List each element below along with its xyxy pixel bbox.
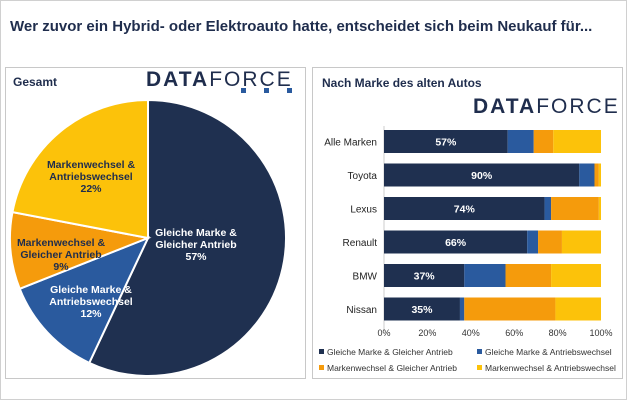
dataforce-logo: DATAFORCE [146, 68, 293, 93]
bar-segment [544, 197, 552, 220]
bar-segment [533, 130, 554, 153]
legend-swatch [319, 349, 324, 354]
legend-label: Markenwechsel & Antriebswechsel [485, 363, 616, 373]
bar-segment [553, 130, 601, 153]
bar-segment [594, 163, 599, 187]
bar-segment [384, 130, 508, 153]
category-label: BMW [353, 272, 378, 283]
x-tick-label: 0% [377, 328, 390, 338]
bar-segment [598, 197, 601, 220]
bar-value-label: 57% [435, 137, 457, 149]
legend-label: Gleiche Marke & Antriebswechsel [485, 347, 612, 357]
bar-segment [384, 197, 545, 220]
bar-segment [384, 297, 460, 321]
x-tick-label: 60% [505, 328, 523, 338]
legend-swatch [477, 365, 482, 370]
dataforce-logo-2: DATAFORCE [473, 95, 620, 118]
pie-label: Gleiche Marke & Gleicher Antrieb 57% [155, 227, 237, 263]
legend-swatch [319, 365, 324, 370]
bar-value-label: 66% [445, 237, 467, 249]
bar-value-label: 74% [454, 204, 476, 216]
legend-label: Markenwechsel & Gleicher Antrieb [327, 363, 457, 373]
pie-slice [11, 98, 149, 240]
category-label: Lexus [350, 205, 377, 216]
x-tick-label: 40% [462, 328, 480, 338]
x-tick-label: 100% [589, 328, 612, 338]
bar-chart: Alle Marken 57% Toyota 90% Lexus 74% Renault 66… [319, 126, 616, 373]
bar-segment [527, 230, 539, 254]
category-label: Renault [343, 238, 378, 249]
bar-segment [384, 264, 465, 287]
bar-segment [464, 297, 556, 321]
bar-segment [464, 264, 506, 287]
bar-segment [598, 163, 601, 187]
category-label: Nissan [346, 305, 377, 316]
page-title: Wer zuvor ein Hybrid- oder Elektroauto h… [10, 18, 593, 35]
pie-slice [87, 98, 287, 377]
bar-segment [459, 297, 465, 321]
bar-segment [551, 197, 599, 220]
pie-slice [18, 236, 150, 365]
x-tick-label: 80% [549, 328, 567, 338]
bar-value-label: 37% [414, 271, 436, 283]
pie-label: Gleiche Marke & Antriebswechsel 12% [49, 284, 133, 320]
bar-segment [538, 230, 562, 254]
category-label: Toyota [348, 171, 378, 182]
pie-label: Markenwechsel & Antriebswechsel 22% [47, 159, 136, 195]
bar-segment [555, 297, 601, 321]
pie-title: Gesamt [13, 75, 58, 89]
pie-panel: Gesamt DATAFORCE Gleiche Marke & Gleicher… [5, 67, 306, 379]
pie-label: Markenwechsel & Gleicher Antrieb 9% [17, 237, 106, 273]
bar-panel: Nach Marke des alten Autos DATAFORCE All… [312, 67, 623, 379]
bar-segment [507, 130, 534, 153]
bar-segment [384, 230, 528, 254]
bar-value-label: 90% [471, 170, 493, 182]
bar-segment [384, 163, 580, 187]
bar-segment [551, 264, 601, 287]
bar-value-label: 35% [411, 304, 433, 316]
bar-title: Nach Marke des alten Autos [322, 76, 482, 90]
bar-segment [505, 264, 552, 287]
legend-swatch [477, 349, 482, 354]
bar-segment [561, 230, 601, 254]
pie-chart: Gleiche Marke & Gleicher Antrieb 57% Gleich… [9, 98, 287, 377]
x-tick-label: 20% [418, 328, 436, 338]
legend-label: Gleiche Marke & Gleicher Antrieb [327, 347, 453, 357]
bar-segment [579, 163, 595, 187]
category-label: Alle Marken [324, 138, 377, 149]
